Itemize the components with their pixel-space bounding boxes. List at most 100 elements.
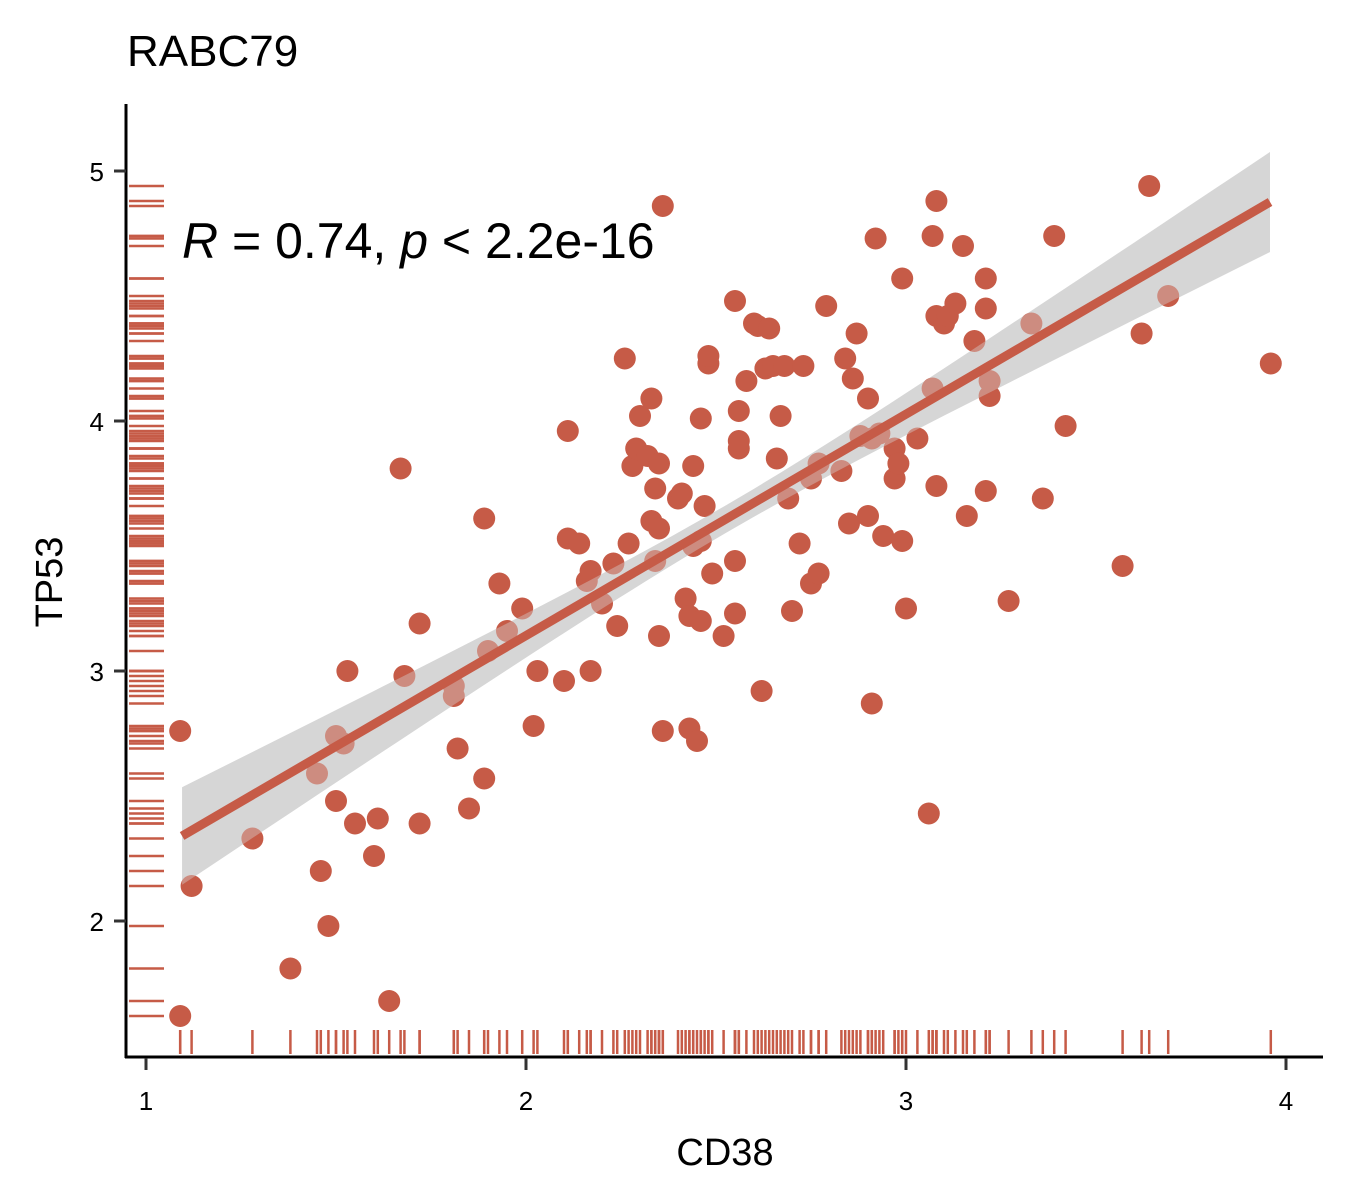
data-point [366, 807, 389, 830]
data-point [393, 665, 416, 687]
data-point [1031, 487, 1054, 510]
data-point [689, 610, 712, 632]
y-rug [129, 184, 164, 1018]
data-point [792, 355, 815, 377]
x-tick-label: 4 [1279, 1086, 1293, 1116]
data-point [891, 530, 914, 552]
data-point [701, 562, 724, 585]
data-point [712, 625, 735, 647]
data-point [344, 812, 366, 835]
data-point [963, 330, 986, 352]
data-point [697, 345, 720, 367]
data-point [648, 517, 670, 540]
data-point [408, 612, 431, 635]
data-point [1259, 352, 1282, 375]
data-point [651, 195, 674, 217]
data-point [378, 990, 401, 1012]
data-point [241, 827, 264, 850]
y-tick-label: 5 [90, 157, 104, 187]
data-point [921, 225, 944, 247]
data-point [891, 267, 914, 290]
data-point [693, 495, 716, 517]
regression-line [179, 198, 1273, 840]
data-point [511, 597, 534, 620]
data-point [606, 615, 629, 637]
data-point [389, 457, 412, 480]
data-point [1157, 285, 1180, 307]
data-point [917, 802, 940, 825]
data-point [602, 552, 625, 575]
data-point [777, 487, 800, 510]
data-point [872, 525, 895, 547]
p-symbol: p [398, 213, 428, 269]
data-point [974, 297, 997, 320]
data-point [724, 290, 746, 312]
data-point [640, 387, 663, 410]
data-point [997, 590, 1020, 612]
data-point [568, 532, 591, 555]
data-point [860, 692, 883, 715]
y-tick-label: 3 [90, 657, 104, 687]
data-point [864, 227, 887, 250]
data-point [670, 482, 693, 505]
data-point [727, 430, 750, 452]
data-point [553, 670, 575, 692]
data-point [496, 620, 518, 642]
data-point [944, 292, 967, 315]
data-point [306, 762, 328, 785]
data-point [781, 600, 803, 622]
correlation-annotation: R = 0.74, p < 2.2e-16 [182, 213, 655, 269]
data-point [815, 295, 838, 317]
data-point [408, 812, 431, 835]
data-point [522, 715, 545, 737]
x-ticks: 1 2 3 4 [139, 1058, 1293, 1116]
data-point [773, 355, 796, 377]
data-point [758, 317, 781, 340]
data-point [830, 460, 853, 482]
data-point [648, 452, 670, 475]
data-point [309, 860, 332, 882]
data-point [788, 532, 811, 555]
data-point [363, 845, 385, 867]
data-point [750, 680, 773, 702]
data-point [906, 427, 929, 450]
data-point [807, 562, 830, 585]
data-point [526, 660, 549, 682]
data-point [978, 385, 1001, 407]
data-point [579, 660, 602, 682]
data-point [887, 452, 910, 475]
data-point [1130, 322, 1153, 345]
data-point [644, 477, 667, 500]
data-point [180, 875, 203, 897]
x-tick-label: 1 [139, 1086, 153, 1116]
data-point [1020, 312, 1043, 335]
data-point [955, 505, 978, 527]
data-point [579, 560, 602, 582]
y-tick-label: 2 [90, 907, 104, 937]
data-point [952, 235, 974, 257]
chart-title: RABC79 [127, 27, 298, 76]
data-point [488, 572, 511, 595]
x-tick-label: 2 [519, 1086, 533, 1116]
x-axis-title: CD38 [676, 1132, 773, 1174]
data-point [617, 532, 640, 555]
data-point [974, 267, 997, 290]
data-point [925, 475, 948, 497]
data-point [674, 587, 697, 610]
x-rug [178, 1030, 1273, 1054]
data-point [689, 407, 712, 430]
data-point [648, 625, 670, 647]
data-point [765, 447, 788, 470]
y-ticks: 2 3 4 5 [90, 157, 126, 937]
r-symbol: R [182, 213, 218, 269]
data-point [735, 370, 758, 392]
data-point [169, 1005, 192, 1027]
data-point [925, 190, 948, 212]
data-point [279, 957, 302, 980]
data-point [325, 790, 347, 812]
data-point [613, 347, 636, 370]
r-value: = 0.74, [218, 213, 400, 269]
data-point [556, 420, 579, 442]
data-point [857, 387, 879, 410]
y-tick-label: 4 [90, 407, 104, 437]
